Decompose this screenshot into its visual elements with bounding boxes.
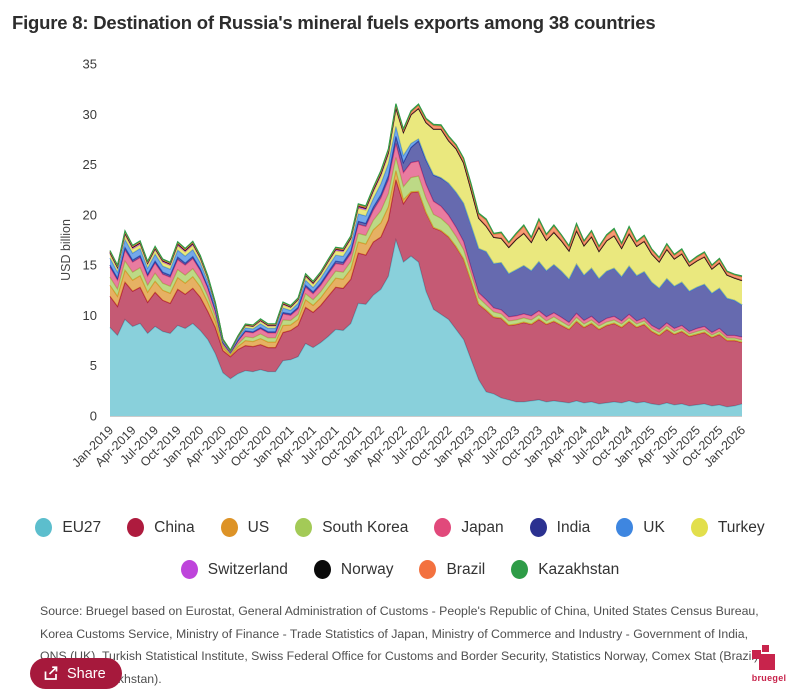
legend-item-china: China bbox=[127, 518, 195, 537]
legend-swatch-icon bbox=[220, 518, 238, 537]
legend-swatch-icon bbox=[419, 560, 437, 579]
y-tick-label: 5 bbox=[90, 358, 97, 373]
share-button[interactable]: Share bbox=[30, 658, 122, 689]
y-tick-label: 15 bbox=[83, 258, 97, 273]
legend-swatch-icon bbox=[511, 560, 529, 579]
legend-item-india: India bbox=[529, 518, 591, 537]
legend-label: Turkey bbox=[717, 518, 765, 536]
legend-swatch-icon bbox=[434, 518, 452, 537]
legend-item-kazakhstan: Kazakhstan bbox=[511, 560, 619, 579]
legend-label: EU27 bbox=[62, 518, 102, 536]
legend-label: Brazil bbox=[446, 560, 486, 578]
area-turkey bbox=[110, 108, 742, 352]
legend-label: Kazakhstan bbox=[538, 560, 620, 578]
share-button-label: Share bbox=[67, 665, 106, 682]
legend-item-us: US bbox=[220, 518, 270, 537]
source-note: Source: Bruegel based on Eurostat, Gener… bbox=[40, 604, 762, 686]
legend-label: South Korea bbox=[322, 518, 409, 536]
logo-wordmark: bruegel bbox=[751, 673, 787, 683]
legend-label: Switzerland bbox=[207, 560, 288, 578]
figure-title: Figure 8: Destination of Russia's minera… bbox=[12, 12, 656, 33]
legend-item-turkey: Turkey bbox=[690, 518, 765, 537]
legend-swatch-icon bbox=[529, 518, 547, 537]
y-tick-label: 25 bbox=[83, 157, 97, 172]
area-china bbox=[110, 179, 742, 407]
y-tick-label: 10 bbox=[83, 308, 97, 323]
legend-item-switzerland: Switzerland bbox=[180, 560, 288, 579]
legend-label: US bbox=[247, 518, 270, 536]
share-icon bbox=[44, 666, 58, 680]
legend-item-south-korea: South Korea bbox=[295, 518, 408, 537]
legend-label: UK bbox=[643, 518, 665, 536]
legend-swatch-icon bbox=[35, 518, 53, 537]
legend-swatch-icon bbox=[313, 560, 331, 579]
legend-item-brazil: Brazil bbox=[419, 560, 485, 579]
legend-swatch-icon bbox=[127, 518, 145, 537]
legend-item-japan: Japan bbox=[434, 518, 504, 537]
legend-row-1: EU27 China US South Korea Japan India UK Turkey bbox=[0, 518, 800, 537]
edge-kazakhstan bbox=[109, 103, 743, 352]
legend-label: China bbox=[154, 518, 195, 536]
y-tick-label: 30 bbox=[83, 107, 97, 122]
y-tick-label: 20 bbox=[83, 207, 97, 222]
legend-item-eu27: EU27 bbox=[35, 518, 101, 537]
logo-square-medium bbox=[752, 650, 761, 659]
logo-square-small bbox=[762, 645, 769, 652]
legend-label: Japan bbox=[461, 518, 504, 536]
y-axis-title: USD billion bbox=[59, 219, 73, 281]
y-tick-label: 0 bbox=[90, 409, 97, 424]
bruegel-logo[interactable]: bruegel bbox=[750, 645, 788, 689]
legend-swatch-icon bbox=[616, 518, 634, 537]
area-india bbox=[110, 136, 742, 353]
legend-label: India bbox=[556, 518, 591, 536]
legend-swatch-icon bbox=[295, 518, 313, 537]
logo-square-large bbox=[759, 654, 775, 670]
y-tick-label: 35 bbox=[83, 57, 97, 72]
legend-swatch-icon bbox=[180, 560, 198, 579]
legend-item-norway: Norway bbox=[313, 560, 394, 579]
legend-swatch-icon bbox=[690, 518, 708, 537]
legend-item-uk: UK bbox=[616, 518, 665, 537]
legend-row-2: Switzerland Norway Brazil Kazakhstan bbox=[0, 560, 800, 579]
legend-label: Norway bbox=[340, 560, 394, 578]
